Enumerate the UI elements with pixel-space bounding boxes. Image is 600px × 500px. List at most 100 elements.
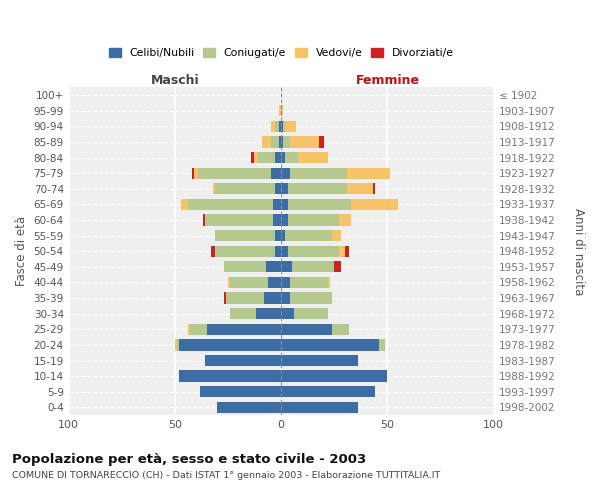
Bar xyxy=(281,183,287,194)
Bar xyxy=(281,136,283,147)
Bar xyxy=(224,261,266,272)
Bar xyxy=(290,168,347,179)
Bar xyxy=(271,168,281,179)
Bar xyxy=(290,292,332,304)
Bar xyxy=(281,199,287,210)
Bar xyxy=(275,152,281,163)
Bar xyxy=(338,246,345,257)
Bar xyxy=(281,152,286,163)
Bar xyxy=(290,136,319,147)
Bar xyxy=(199,168,271,179)
Text: Maschi: Maschi xyxy=(151,74,199,86)
Bar xyxy=(373,183,375,194)
Bar xyxy=(175,340,177,350)
Bar xyxy=(275,246,281,257)
Bar xyxy=(271,120,275,132)
Y-axis label: Fasce di età: Fasce di età xyxy=(15,216,28,286)
Bar xyxy=(286,120,296,132)
Bar xyxy=(287,246,338,257)
Bar xyxy=(272,214,281,226)
Bar xyxy=(279,105,281,117)
Bar xyxy=(281,277,290,288)
Bar xyxy=(334,261,341,272)
Bar xyxy=(275,230,281,241)
Bar xyxy=(271,136,279,147)
Bar xyxy=(332,230,341,241)
Bar xyxy=(294,308,328,320)
Bar xyxy=(379,340,385,350)
Bar xyxy=(251,152,254,163)
Bar xyxy=(298,152,328,163)
Bar xyxy=(226,292,264,304)
Y-axis label: Anni di nascita: Anni di nascita xyxy=(572,208,585,295)
Bar xyxy=(281,230,286,241)
Bar xyxy=(254,152,258,163)
Bar xyxy=(268,277,281,288)
Bar xyxy=(290,277,328,288)
Bar xyxy=(215,246,275,257)
Bar xyxy=(190,324,207,335)
Bar xyxy=(281,355,358,366)
Legend: Celibi/Nubili, Coniugati/e, Vedovi/e, Divorziati/e: Celibi/Nubili, Coniugati/e, Vedovi/e, Di… xyxy=(104,44,458,62)
Bar xyxy=(347,168,389,179)
Bar xyxy=(281,168,290,179)
Bar xyxy=(319,136,324,147)
Bar xyxy=(188,324,190,335)
Bar xyxy=(281,386,375,398)
Bar xyxy=(283,120,286,132)
Bar xyxy=(286,230,332,241)
Bar xyxy=(224,292,226,304)
Bar xyxy=(279,136,281,147)
Bar xyxy=(352,199,398,210)
Bar xyxy=(272,199,281,210)
Bar xyxy=(230,277,268,288)
Bar xyxy=(203,214,205,226)
Bar xyxy=(205,355,281,366)
Bar xyxy=(230,308,256,320)
Bar xyxy=(256,308,281,320)
Text: Popolazione per età, sesso e stato civile - 2003: Popolazione per età, sesso e stato civil… xyxy=(12,452,366,466)
Bar xyxy=(200,386,281,398)
Bar xyxy=(281,292,290,304)
Bar xyxy=(266,261,281,272)
Bar xyxy=(281,246,287,257)
Bar xyxy=(281,120,283,132)
Bar xyxy=(205,214,272,226)
Bar xyxy=(281,370,388,382)
Bar xyxy=(287,183,347,194)
Bar xyxy=(281,214,287,226)
Text: COMUNE DI TORNARECCIO (CH) - Dati ISTAT 1° gennaio 2003 - Elaborazione TUTTITALI: COMUNE DI TORNARECCIO (CH) - Dati ISTAT … xyxy=(12,472,440,480)
Bar xyxy=(177,340,179,350)
Bar xyxy=(287,199,352,210)
Bar xyxy=(275,183,281,194)
Bar xyxy=(281,105,283,117)
Bar xyxy=(279,120,281,132)
Bar xyxy=(211,246,215,257)
Bar xyxy=(217,402,281,413)
Bar xyxy=(281,261,292,272)
Bar xyxy=(194,168,199,179)
Bar xyxy=(281,402,358,413)
Bar xyxy=(192,168,194,179)
Bar xyxy=(286,152,298,163)
Bar xyxy=(332,324,349,335)
Bar xyxy=(179,340,281,350)
Bar xyxy=(275,120,279,132)
Bar xyxy=(287,214,338,226)
Bar xyxy=(215,183,275,194)
Bar xyxy=(292,261,334,272)
Bar xyxy=(347,183,373,194)
Bar xyxy=(281,308,294,320)
Bar xyxy=(215,230,275,241)
Bar xyxy=(338,214,352,226)
Bar xyxy=(207,324,281,335)
Bar xyxy=(228,277,230,288)
Bar xyxy=(281,340,379,350)
Bar xyxy=(345,246,349,257)
Text: Femmine: Femmine xyxy=(355,74,419,86)
Bar xyxy=(188,199,272,210)
Bar xyxy=(281,324,332,335)
Bar xyxy=(264,292,281,304)
Bar xyxy=(181,199,188,210)
Bar xyxy=(179,370,281,382)
